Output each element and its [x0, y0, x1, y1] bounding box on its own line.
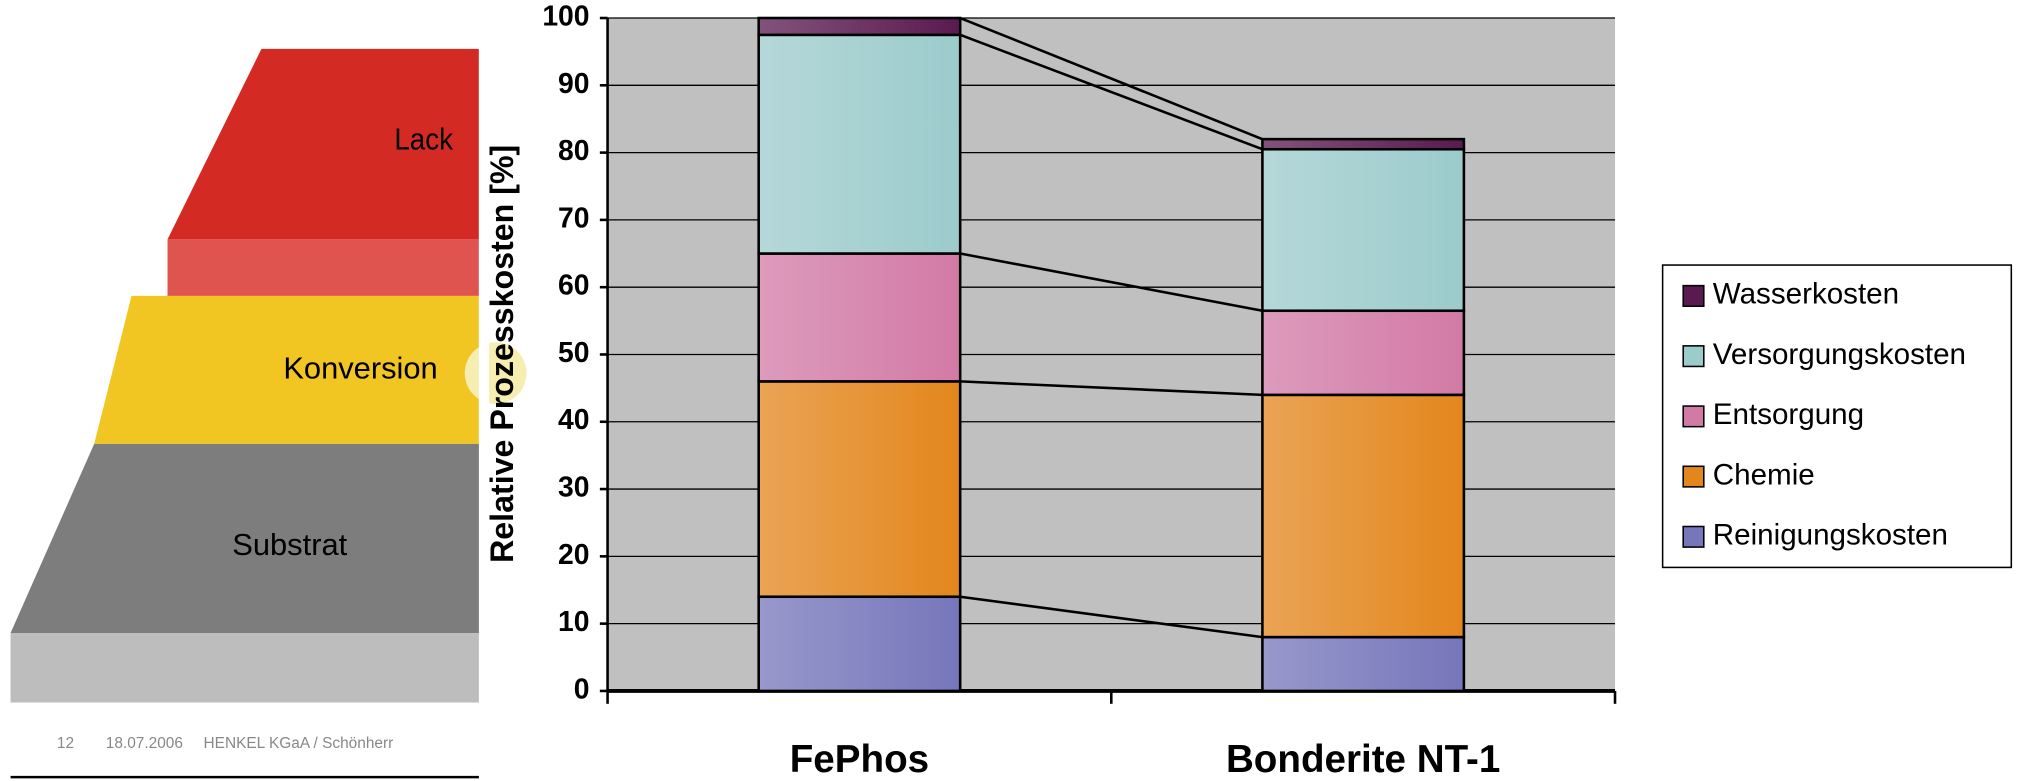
footer-page: 12 [57, 735, 74, 752]
y-tick-label: 30 [558, 471, 589, 503]
y-tick-label: 50 [558, 336, 589, 368]
slide: Lack Konversion Substrat 12 18.07.2006 H… [0, 0, 2018, 781]
bar-segment [759, 381, 960, 596]
y-tick-label: 0 [574, 672, 590, 704]
bar-segment [759, 254, 960, 382]
legend-label: Reinigungskosten [1713, 519, 1948, 552]
bar-segment [1262, 395, 1463, 637]
bar-segment [759, 35, 960, 254]
bar-segment [1262, 139, 1463, 149]
legend-swatch [1683, 286, 1704, 307]
layer-base [11, 633, 479, 702]
y-tick-label: 70 [558, 201, 589, 233]
layer-diagram: Lack Konversion Substrat 12 18.07.2006 H… [11, 0, 527, 781]
legend-swatch [1683, 526, 1704, 547]
y-tick-label: 100 [542, 0, 589, 31]
legend-swatch [1683, 466, 1704, 487]
footer-date: 18.07.2006 [106, 735, 183, 752]
y-tick-label: 40 [558, 403, 589, 435]
legend-label: Wasserkosten [1713, 278, 1899, 311]
legend-label: Versorgungskosten [1713, 338, 1966, 371]
y-tick-label: 10 [558, 605, 589, 637]
legend-label: Chemie [1713, 458, 1815, 491]
layer-label: Konversion [283, 351, 437, 386]
page: Lack Konversion Substrat 12 18.07.2006 H… [0, 0, 2018, 781]
bar-segment [1262, 149, 1463, 311]
bar-segment [1262, 311, 1463, 395]
footer-source: HENKEL KGaA / Schönherr [204, 735, 394, 752]
y-axis-title: Relative Prozesskosten [%] [484, 145, 520, 563]
bar-segment [759, 597, 960, 691]
bar-segment [1262, 637, 1463, 691]
y-tick-label: 60 [558, 269, 589, 301]
x-tick-label: Bonderite NT-1 [1226, 738, 1500, 781]
layer-label: Substrat [232, 527, 347, 562]
legend-label: Entsorgung [1713, 398, 1864, 431]
y-tick-label: 90 [558, 67, 589, 99]
legend-swatch [1683, 346, 1704, 367]
legend-swatch [1683, 406, 1704, 427]
layer-band [168, 239, 479, 296]
bar-segment [759, 18, 960, 35]
y-tick-label: 20 [558, 538, 589, 570]
y-tick-label: 80 [558, 134, 589, 166]
layer-label: Lack [394, 122, 453, 157]
x-tick-label: FePhos [790, 738, 929, 781]
